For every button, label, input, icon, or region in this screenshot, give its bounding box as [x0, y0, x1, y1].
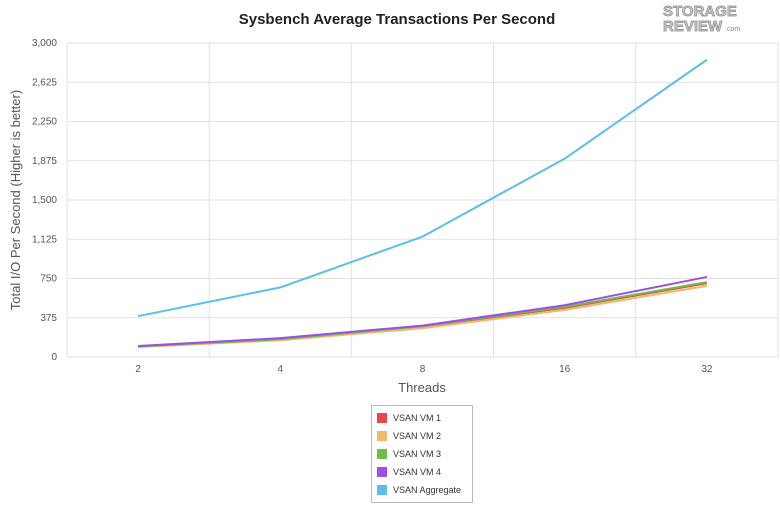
logo-line1: STORAGE — [663, 3, 737, 20]
x-tick-label: 8 — [420, 364, 426, 375]
logo-line2: REVIEW — [663, 18, 723, 35]
y-tick-label: 375 — [40, 313, 57, 324]
chart-legend: VSAN VM 1 VSAN VM 2 VSAN VM 3 VSAN VM 4 VSAN… — [371, 405, 473, 503]
logo-suffix: .com — [725, 26, 740, 33]
y-tick-label: 1,500 — [32, 195, 57, 206]
series-line-2 — [138, 284, 708, 349]
y-tick-label: 1,125 — [32, 234, 57, 245]
legend-item[interactable]: VSAN Aggregate — [372, 481, 472, 499]
legend-item[interactable]: VSAN VM 3 — [372, 445, 472, 463]
legend-label: VSAN VM 2 — [393, 431, 442, 441]
legend-swatch — [377, 431, 387, 441]
legend-swatch — [377, 449, 387, 459]
chart-grid — [66, 42, 779, 358]
x-tick-label: 2 — [135, 364, 141, 375]
series-line-3 — [138, 281, 708, 348]
x-axis-label: Threads — [398, 380, 446, 395]
legend-label: VSAN Aggregate — [393, 485, 462, 495]
legend-label: VSAN VM 4 — [393, 467, 442, 477]
y-tick-label: 3,000 — [32, 38, 57, 49]
x-tick-label: 4 — [278, 364, 284, 375]
chart-series — [137, 58, 708, 349]
legend-item[interactable]: VSAN VM 2 — [372, 427, 472, 445]
series-line-1 — [138, 282, 708, 348]
y-axis-label: Total I/O Per Second (Higher is better) — [8, 90, 23, 310]
legend-item[interactable]: VSAN VM 1 — [372, 409, 472, 427]
x-axis-ticks: 2 4 8 16 32 — [135, 364, 713, 375]
storage-review-logo: STORAGE REVIEW .com — [663, 3, 741, 36]
y-tick-label: 2,250 — [32, 117, 57, 128]
x-tick-label: 32 — [701, 364, 713, 375]
legend-swatch — [377, 467, 387, 477]
legend-swatch — [377, 413, 387, 423]
x-tick-label: 16 — [559, 364, 571, 375]
y-tick-label: 2,625 — [32, 77, 57, 88]
legend-label: VSAN VM 3 — [393, 449, 442, 459]
y-tick-label: 1,875 — [32, 156, 57, 167]
chart-title: Sysbench Average Transactions Per Second — [239, 11, 556, 28]
legend-swatch — [377, 485, 387, 495]
y-tick-label: 750 — [40, 274, 57, 285]
series-line-4 — [138, 275, 708, 348]
y-axis-ticks: 0 375 750 1,125 1,500 1,875 2,250 2,625 3,000 — [32, 38, 57, 363]
legend-item[interactable]: VSAN VM 4 — [372, 463, 472, 481]
legend-label: VSAN VM 1 — [393, 413, 442, 423]
y-tick-label: 0 — [51, 352, 57, 363]
series-line-5 — [137, 58, 708, 318]
